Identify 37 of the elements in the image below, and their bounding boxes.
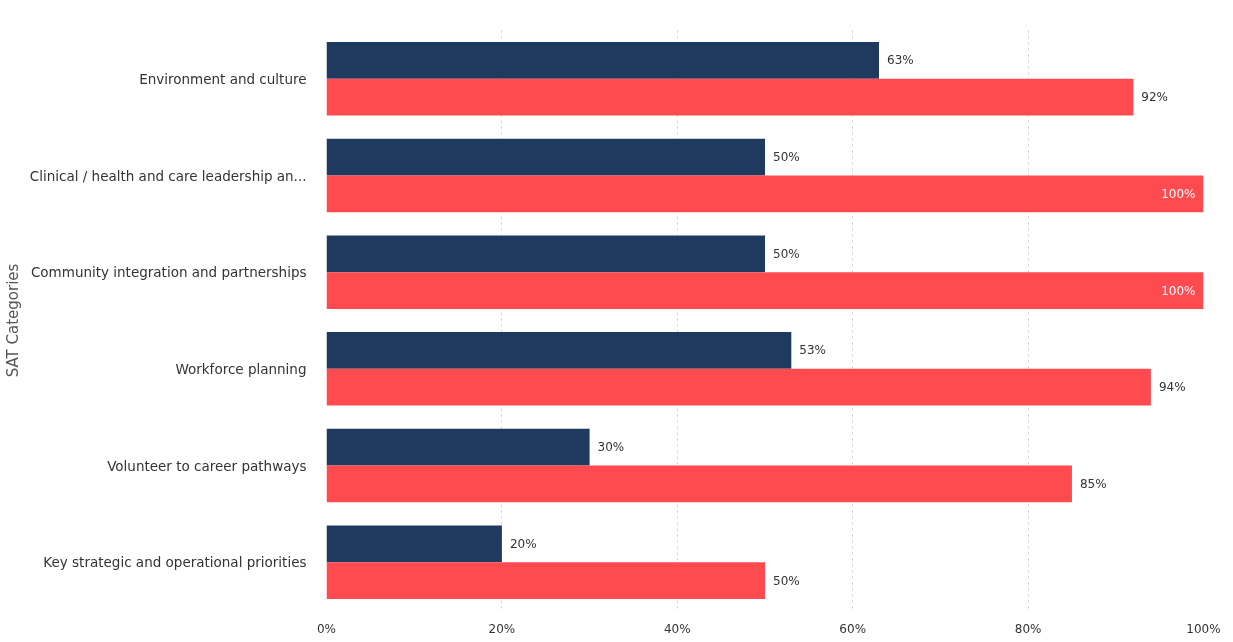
y-tick-label: Community integration and partnerships xyxy=(30,264,307,281)
bar xyxy=(326,562,765,599)
bar xyxy=(326,175,1204,213)
y-axis-title: SAT Categories xyxy=(3,263,22,378)
bar xyxy=(326,78,1134,116)
data-label: 100% xyxy=(1161,186,1196,201)
data-label: 50% xyxy=(773,150,800,165)
data-label: 50% xyxy=(773,246,800,261)
bar xyxy=(326,465,1072,503)
data-label: 63% xyxy=(887,53,914,68)
data-label: 92% xyxy=(1141,90,1169,105)
bar xyxy=(326,525,502,563)
bar xyxy=(326,235,765,273)
data-label: 94% xyxy=(1158,380,1186,395)
bar xyxy=(326,428,590,466)
data-label: 50% xyxy=(773,573,800,588)
y-tick-label: Environment and culture xyxy=(139,70,307,87)
y-tick-label: Volunteer to career pathways xyxy=(107,457,307,474)
x-tick-label: 40% xyxy=(663,621,691,636)
data-label: 85% xyxy=(1079,476,1107,491)
bar xyxy=(326,332,792,369)
x-tick-label: 0% xyxy=(316,621,337,636)
x-tick-label: 60% xyxy=(839,621,867,636)
data-label: 30% xyxy=(597,440,625,455)
bar xyxy=(326,42,880,79)
y-tick-label: Clinical / health and care leadership an... xyxy=(29,167,307,184)
x-tick-label: 100% xyxy=(1186,621,1221,636)
bar xyxy=(326,138,765,176)
y-tick-label: Workforce planning xyxy=(175,360,307,377)
bar xyxy=(326,272,1204,309)
x-tick-label: 20% xyxy=(488,621,516,636)
y-tick-label: Key strategic and operational priorities xyxy=(43,554,307,571)
data-label: 20% xyxy=(509,536,537,551)
data-label: 53% xyxy=(799,343,826,358)
data-label: 100% xyxy=(1161,283,1196,298)
x-tick-label: 80% xyxy=(1014,621,1042,636)
bar xyxy=(326,368,1151,406)
